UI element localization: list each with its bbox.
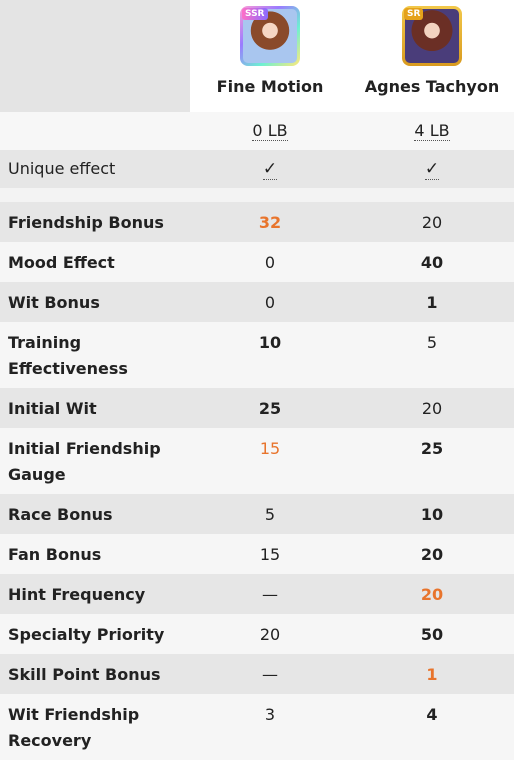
stat-value: 50 [350, 614, 514, 654]
stat-value: 5 [190, 494, 350, 534]
stat-value: 10 [190, 322, 350, 388]
limit-break-cell: 4 LB [350, 112, 514, 150]
stat-label: Initial Friendship Gauge [0, 428, 190, 494]
limit-break-value[interactable]: 4 LB [414, 121, 450, 141]
limit-break-blank-cell [0, 112, 190, 150]
character-name[interactable]: Fine Motion [216, 77, 324, 96]
stat-label: Friendship Bonus [0, 202, 190, 242]
table-row: Wit Bonus 0 1 [0, 282, 514, 322]
agnes-tachyon-portrait[interactable]: SR [402, 6, 462, 66]
stat-value: 3 [190, 694, 350, 760]
character-agnes-tachyon[interactable]: SR Agnes Tachyon [350, 0, 514, 112]
stat-label: Hint Frequency [0, 574, 190, 614]
table-row: Specialty Priority 20 50 [0, 614, 514, 654]
stat-label: Fan Bonus [0, 534, 190, 574]
table-row: Wit Friendship Recovery 3 4 [0, 694, 514, 760]
stat-value: 20 [350, 534, 514, 574]
table-row: Initial Wit 25 20 [0, 388, 514, 428]
checkmark-icon[interactable]: ✓ [262, 159, 278, 180]
stat-value: 20 [350, 388, 514, 428]
character-name[interactable]: Agnes Tachyon [364, 77, 500, 96]
fine-motion-portrait[interactable]: SSR [240, 6, 300, 66]
stat-value: 20 [350, 574, 514, 614]
limit-break-cell: 0 LB [190, 112, 350, 150]
stat-value: 15 [190, 428, 350, 494]
stat-value: 25 [350, 428, 514, 494]
stat-label: Training Effectiveness [0, 322, 190, 388]
stat-value: 20 [190, 614, 350, 654]
checkmark-icon[interactable]: ✓ [424, 159, 440, 180]
stat-value: 25 [190, 388, 350, 428]
header-row: SSR Fine Motion SR Agnes Tachyon [0, 0, 514, 112]
table-row: Race Bonus 5 10 [0, 494, 514, 534]
stat-value: 20 [350, 202, 514, 242]
stat-label: Specialty Priority [0, 614, 190, 654]
spacer-row [0, 188, 514, 202]
unique-effect-label: Unique effect [0, 150, 190, 188]
stat-label: Skill Point Bonus [0, 654, 190, 694]
unique-effect-row: Unique effect ✓ ✓ [0, 150, 514, 188]
stat-value: 5 [350, 322, 514, 388]
stat-value: 0 [190, 242, 350, 282]
header-blank-cell [0, 0, 190, 112]
stat-value: 15 [190, 534, 350, 574]
unique-effect-cell: ✓ [350, 150, 514, 188]
stat-value: — [190, 574, 350, 614]
table-row: Skill Point Bonus — 1 [0, 654, 514, 694]
table-row: Initial Friendship Gauge 15 25 [0, 428, 514, 494]
stat-value: 40 [350, 242, 514, 282]
stat-value: 4 [350, 694, 514, 760]
table-row: Fan Bonus 15 20 [0, 534, 514, 574]
rarity-badge: SR [404, 8, 424, 20]
stat-label: Wit Friendship Recovery [0, 694, 190, 760]
stat-value: 10 [350, 494, 514, 534]
stat-label: Mood Effect [0, 242, 190, 282]
stat-value: 32 [190, 202, 350, 242]
character-fine-motion[interactable]: SSR Fine Motion [190, 0, 350, 112]
limit-break-value[interactable]: 0 LB [252, 121, 288, 141]
stat-value: 1 [350, 654, 514, 694]
table-row: Hint Frequency — 20 [0, 574, 514, 614]
stat-value: 0 [190, 282, 350, 322]
stat-label: Wit Bonus [0, 282, 190, 322]
table-row: Mood Effect 0 40 [0, 242, 514, 282]
table-row: Training Effectiveness 10 5 [0, 322, 514, 388]
stat-label: Initial Wit [0, 388, 190, 428]
limit-break-row: 0 LB 4 LB [0, 112, 514, 150]
rarity-badge: SSR [242, 8, 268, 20]
stat-value: 1 [350, 282, 514, 322]
unique-effect-cell: ✓ [190, 150, 350, 188]
stat-value: — [190, 654, 350, 694]
stat-label: Race Bonus [0, 494, 190, 534]
table-row: Friendship Bonus 32 20 [0, 202, 514, 242]
